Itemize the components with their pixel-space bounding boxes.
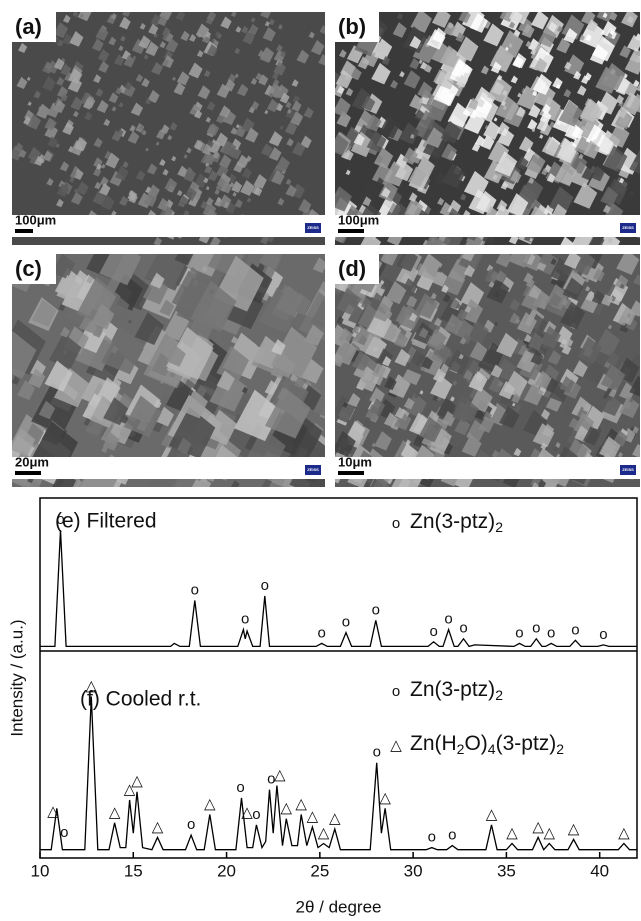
info-strip: [12, 215, 325, 237]
sem-texture: [9, 5, 329, 247]
panel-label: (b): [338, 14, 366, 39]
peak-marker: o: [318, 624, 326, 641]
panel-title: (e) Filtered: [55, 510, 157, 533]
peak-marker: △: [280, 800, 292, 817]
legend-text: (3-ptz): [496, 732, 557, 755]
peak-marker: △: [379, 789, 391, 806]
peak-marker: o: [547, 624, 555, 641]
peak-marker: △: [131, 773, 143, 790]
legend-label: Zn(3-ptz)2: [410, 678, 503, 703]
panel-label: (a): [15, 14, 42, 39]
legend-symbol: o: [392, 515, 400, 532]
peak-marker: o: [342, 614, 350, 631]
peak-marker: o: [241, 611, 249, 628]
subscript: 4: [488, 741, 496, 757]
peak-marker: o: [56, 511, 64, 528]
x-tick-label: 35: [497, 861, 516, 880]
peak-marker: o: [444, 611, 452, 628]
peak-marker: o: [252, 806, 260, 823]
scale-label: 100μm: [338, 212, 379, 227]
peak-marker: △: [109, 804, 121, 821]
peak-marker: o: [599, 626, 607, 643]
peak-marker: o: [515, 624, 523, 641]
legend-symbol: o: [392, 683, 400, 700]
scale-label: 20μm: [15, 454, 49, 469]
logo: ZEISS: [307, 225, 319, 230]
panel-label: (c): [15, 256, 42, 281]
legend-label: Zn(3-ptz)2: [410, 510, 503, 535]
peak-marker: △: [204, 795, 216, 812]
scale-label: 100μm: [15, 212, 56, 227]
info-strip: [335, 457, 640, 479]
peak-marker: o: [571, 621, 579, 638]
x-tick-label: 30: [404, 861, 423, 880]
scale-bar: [338, 229, 364, 233]
y-axis-label: Intensity / (a.u.): [7, 619, 26, 736]
peak-marker: o: [261, 577, 269, 594]
legend-text: Zn(3-ptz): [410, 678, 495, 701]
legend-text: Zn(3-ptz): [410, 510, 495, 533]
peak-marker: △: [307, 808, 319, 825]
scale-bar: [15, 229, 33, 233]
peak-marker: o: [459, 620, 467, 637]
peak-marker: △: [568, 820, 580, 837]
peak-marker: △: [86, 678, 98, 695]
peak-marker: o: [448, 827, 456, 844]
peak-marker: o: [428, 829, 436, 846]
peak-marker: o: [373, 744, 381, 761]
peak-marker: o: [60, 824, 68, 841]
sem-image: (b) 100μm ZEISS: [329, 0, 641, 258]
sem-image: (d) 10μm ZEISS: [328, 240, 641, 496]
sem-image: (a) 100μm ZEISS: [9, 5, 329, 247]
peak-marker: o: [532, 620, 540, 637]
peak-marker: △: [318, 824, 330, 841]
x-axis-label: 2θ / degree: [295, 897, 381, 916]
x-tick-label: 20: [217, 861, 236, 880]
logo: ZEISS: [307, 467, 319, 472]
legend-text: O): [464, 732, 487, 755]
peak-marker: o: [236, 779, 244, 796]
figure: (a)100μmZEISS(b)100μmZEISS(c)20μmZEISS(d…: [0, 0, 641, 921]
peak-marker: △: [506, 824, 518, 841]
info-strip: [12, 457, 325, 479]
subscript: 2: [495, 519, 503, 535]
subscript: 2: [556, 741, 564, 757]
peak-marker: o: [429, 623, 437, 640]
panel-title: (f) Cooled r.t.: [80, 688, 201, 711]
logo: ZEISS: [622, 467, 634, 472]
peak-marker: △: [486, 806, 498, 823]
logo: ZEISS: [622, 225, 634, 230]
peak-marker: △: [152, 818, 164, 835]
x-tick-label: 25: [310, 861, 329, 880]
peak-marker: △: [618, 824, 630, 841]
peak-marker: △: [47, 803, 59, 820]
x-tick-label: 15: [124, 861, 143, 880]
peak-marker: △: [274, 767, 286, 784]
sem-image: (c) 20μm ZEISS: [0, 234, 348, 514]
peak-marker: △: [329, 810, 341, 827]
legend-label: Zn(H2O)4(3-ptz)2: [410, 732, 564, 757]
peak-marker: o: [187, 816, 195, 833]
legend-symbol: △: [390, 737, 402, 754]
scale-label: 10μm: [338, 454, 372, 469]
peak-marker: △: [241, 804, 253, 821]
x-tick-label: 10: [31, 861, 50, 880]
peak-marker: o: [372, 601, 380, 618]
legend-text: Zn(H: [410, 732, 457, 755]
panel-label: (d): [338, 256, 366, 281]
info-strip: [335, 215, 640, 237]
scale-bar: [15, 471, 41, 475]
x-tick-label: 40: [590, 861, 609, 880]
scale-bar: [338, 471, 364, 475]
peak-marker: o: [191, 581, 199, 598]
subscript: 2: [457, 741, 465, 757]
peak-marker: △: [544, 824, 556, 841]
subscript: 2: [495, 687, 503, 703]
